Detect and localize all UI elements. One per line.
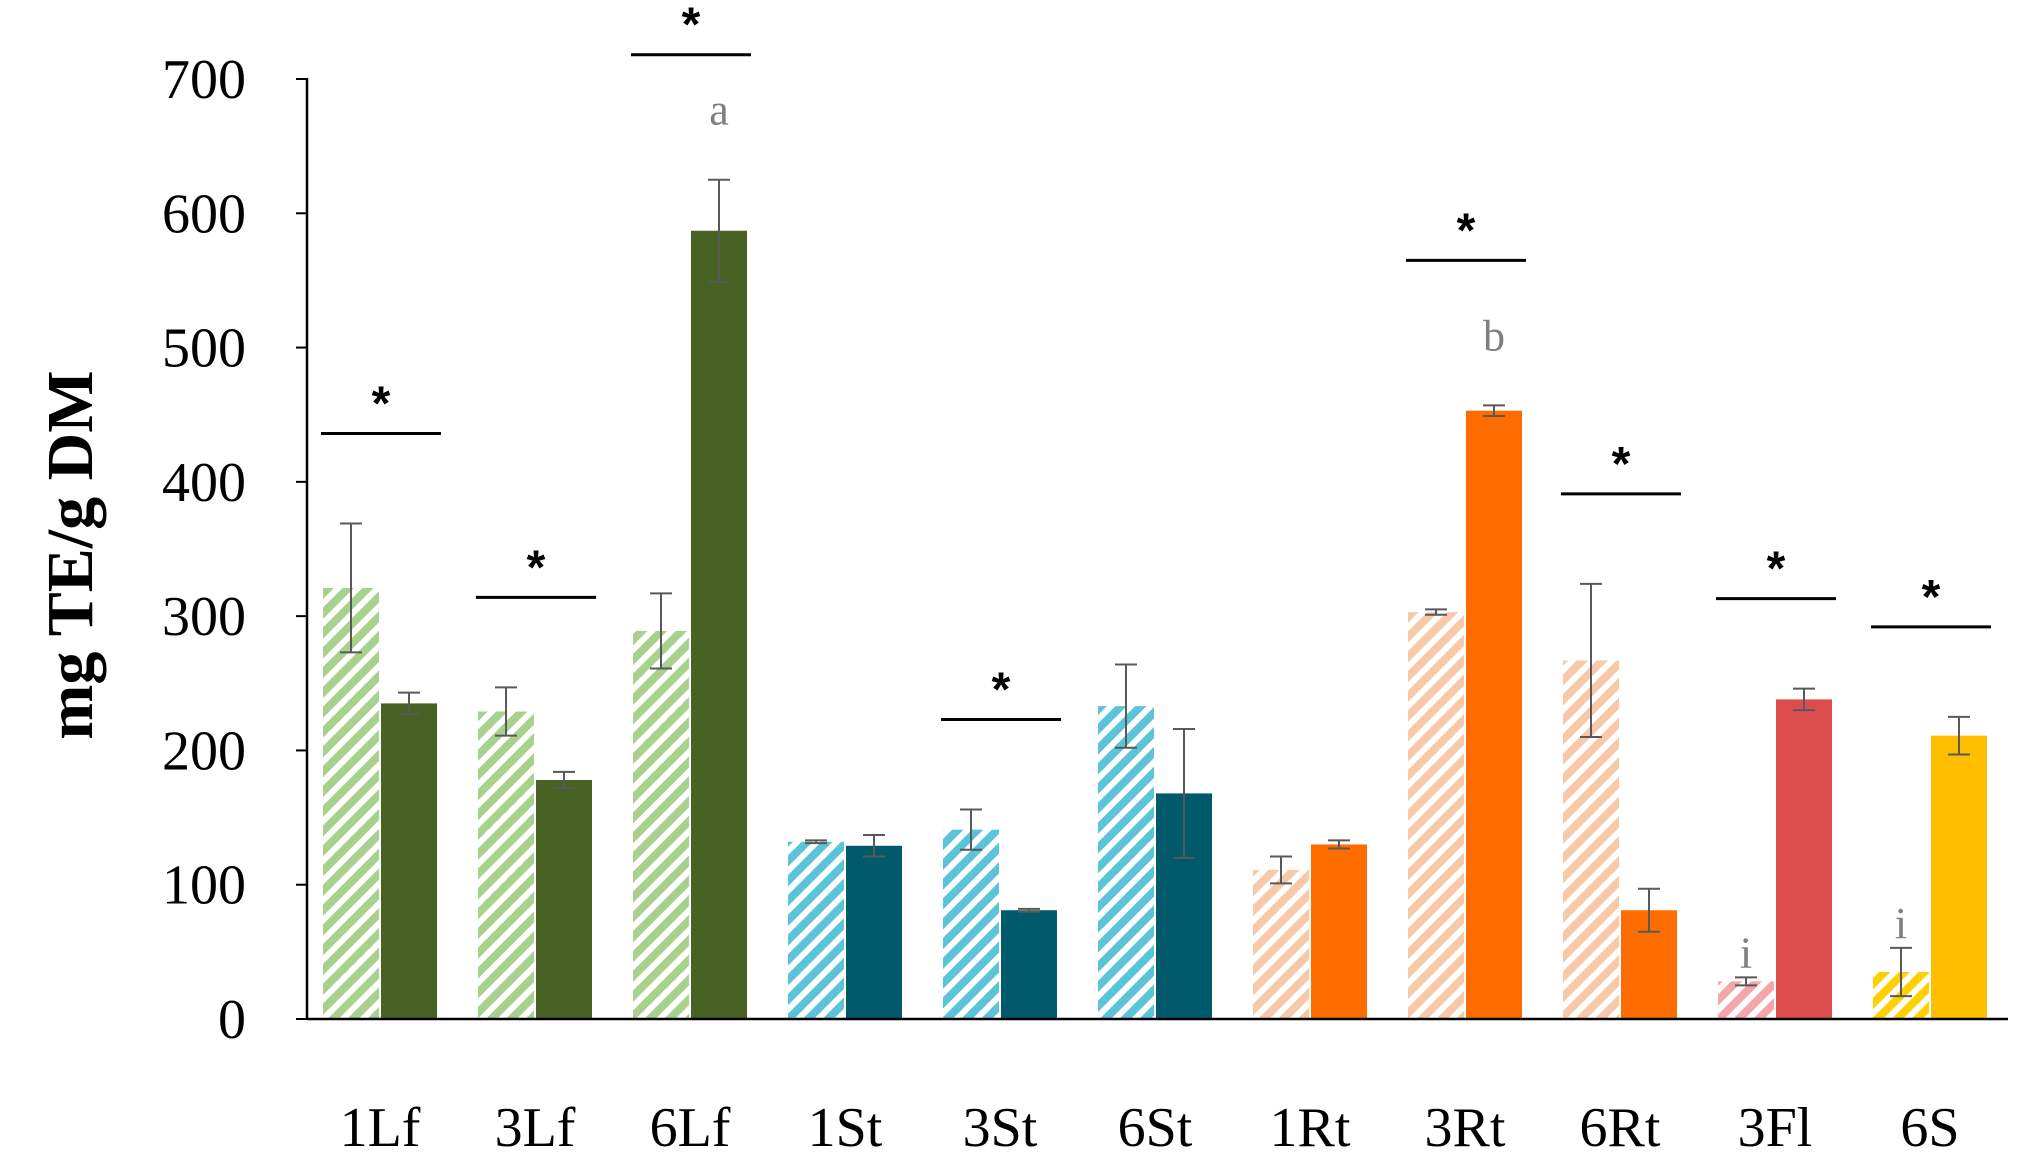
x-tick-label: 1Rt xyxy=(1270,1097,1351,1158)
y-tick-label: 700 xyxy=(162,49,246,111)
bar-hatched-1St xyxy=(788,841,844,1019)
error-bar-hatched-3Rt xyxy=(1425,608,1447,616)
error-bar-solid-1Lf xyxy=(398,691,420,716)
x-tick-label: 6Lf xyxy=(650,1097,731,1158)
error-bar-hatched-3St xyxy=(960,808,982,851)
bar-solid-3Lf xyxy=(536,779,592,1019)
significance-star-3Rt: * xyxy=(1457,204,1476,257)
bar-hatched-1Rt xyxy=(1253,869,1309,1019)
error-bar-hatched-3Fl xyxy=(1735,976,1757,987)
error-bar-solid-3Rt xyxy=(1483,404,1505,418)
error-bar-solid-6Lf xyxy=(708,178,730,283)
x-tick-label: 6Rt xyxy=(1580,1097,1661,1158)
bar-solid-6Lf xyxy=(691,230,747,1019)
x-tick-label: 3Fl xyxy=(1738,1097,1813,1158)
x-tick-label: 6St xyxy=(1118,1097,1193,1158)
bar-solid-3Rt xyxy=(1466,410,1522,1020)
significance-star-6Rt: * xyxy=(1612,438,1631,491)
bar-hatched-3St xyxy=(943,829,999,1019)
error-bars xyxy=(340,178,1970,998)
error-bar-solid-6S xyxy=(1948,715,1970,756)
y-tick-label: 600 xyxy=(162,183,246,245)
error-bar-hatched-1Lf xyxy=(340,522,362,654)
y-tick-label: 500 xyxy=(162,318,246,380)
x-tick-label: 3Lf xyxy=(495,1097,576,1158)
y-tick-label: 0 xyxy=(218,989,246,1051)
letter-3Fl: i xyxy=(1740,928,1752,977)
error-bar-solid-3Fl xyxy=(1793,687,1815,712)
y-tick-label: 100 xyxy=(162,855,246,917)
y-tick-label: 400 xyxy=(162,452,246,514)
y-tick-label: 200 xyxy=(162,720,246,782)
x-tick-label: 3Rt xyxy=(1425,1097,1506,1158)
error-bar-solid-6Rt xyxy=(1638,887,1660,933)
axes xyxy=(305,78,2008,1021)
letter-6Lf: a xyxy=(709,86,729,135)
y-axis-title: mg TE/g DM xyxy=(34,370,107,739)
error-bar-solid-1St xyxy=(863,834,885,858)
bar-solid-1Lf xyxy=(381,703,437,1019)
significance-star-3Lf: * xyxy=(527,541,546,594)
bar-hatched-3Lf xyxy=(478,711,534,1019)
bar-solid-3Fl xyxy=(1776,699,1832,1019)
bars xyxy=(323,230,1987,1020)
error-bar-hatched-1Rt xyxy=(1270,855,1292,885)
bar-hatched-6St xyxy=(1098,706,1154,1019)
bar-hatched-3Fl xyxy=(1718,981,1774,1019)
bar-solid-3St xyxy=(1001,910,1057,1019)
letter-3Rt: b xyxy=(1483,311,1505,360)
error-bar-solid-3St xyxy=(1018,907,1040,913)
error-bar-hatched-6St xyxy=(1115,663,1137,749)
error-bar-solid-6St xyxy=(1173,727,1195,859)
error-bar-hatched-6Lf xyxy=(650,592,672,670)
significance-star-3Fl: * xyxy=(1767,543,1786,596)
error-bar-hatched-3Lf xyxy=(495,686,517,737)
error-bar-hatched-6Rt xyxy=(1580,582,1602,738)
bar-hatched-3Rt xyxy=(1408,612,1464,1019)
x-axis-labels: 1Lf 3Lf 6Lf 1St 3St 6St 1Rt 3Rt 6Rt 3Fl 6S xyxy=(340,1097,1960,1158)
x-tick-label: 1Lf xyxy=(340,1097,421,1158)
x-tick-label: 1St xyxy=(808,1097,883,1158)
letter-6S: i xyxy=(1895,899,1907,948)
bar-hatched-1Lf xyxy=(323,587,379,1019)
x-tick-label: 6S xyxy=(1900,1097,1959,1158)
error-bar-solid-3Lf xyxy=(553,770,575,790)
significance-star-3St: * xyxy=(992,664,1011,717)
significance-star-6Lf: * xyxy=(682,0,701,52)
bar-solid-6S xyxy=(1931,735,1987,1019)
bar-solid-1Rt xyxy=(1311,844,1367,1019)
significance-star-6S: * xyxy=(1922,571,1941,624)
x-tick-label: 3St xyxy=(963,1097,1038,1158)
error-bar-hatched-6S xyxy=(1890,946,1912,998)
error-bar-solid-1Rt xyxy=(1328,839,1350,850)
bar-solid-1St xyxy=(846,845,902,1019)
y-axis-ticks: 0 100 200 300 400 500 600 700 xyxy=(162,49,307,1051)
error-bar-hatched-1St xyxy=(805,839,827,845)
significance-star-1Lf: * xyxy=(372,377,391,430)
bar-hatched-6Lf xyxy=(633,630,689,1019)
y-tick-label: 300 xyxy=(162,586,246,648)
